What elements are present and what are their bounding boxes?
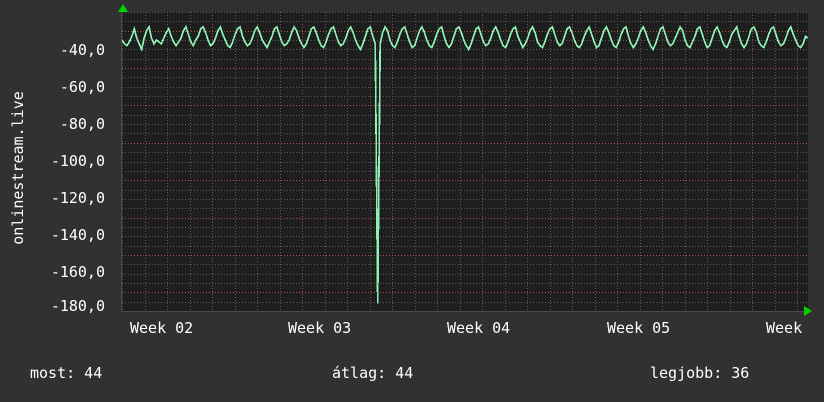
x-tick-label-week-02: Week 02: [130, 319, 194, 337]
y-tick-label-6: -140,0: [50, 226, 105, 244]
y-tick-label-3: -80,0: [59, 115, 105, 133]
y-tick-label-1: -40,0: [59, 41, 105, 59]
plot-left-border: [121, 12, 122, 312]
y-tick-label-8: -180,0: [50, 297, 105, 315]
y-tick-label-2: -60,0: [59, 78, 105, 96]
x-tick-label-week-04: Week 04: [447, 319, 511, 337]
plot-bottom-border: [121, 311, 809, 312]
y-tick-label-4: -100,0: [50, 152, 105, 170]
y-tick-label-7: -160,0: [50, 263, 105, 281]
stat-atlag: átlag: 44: [332, 364, 414, 382]
y-tick-label-5: -120,0: [50, 189, 105, 207]
stat-legjobb: legjobb: 36: [650, 364, 750, 382]
x-tick-label-week-05: Week 05: [607, 319, 671, 337]
y-axis-arrow-icon: [118, 4, 128, 12]
data-series-line: [122, 24, 808, 304]
stat-most: most: 44: [30, 364, 103, 382]
y-axis-title: onlinestream.live: [9, 91, 27, 245]
x-tick-label-week-03: Week 03: [288, 319, 352, 337]
x-axis-arrow-icon: [804, 306, 812, 316]
plot-area[interactable]: [122, 12, 808, 311]
x-tick-label-week-06: Week: [766, 319, 803, 337]
